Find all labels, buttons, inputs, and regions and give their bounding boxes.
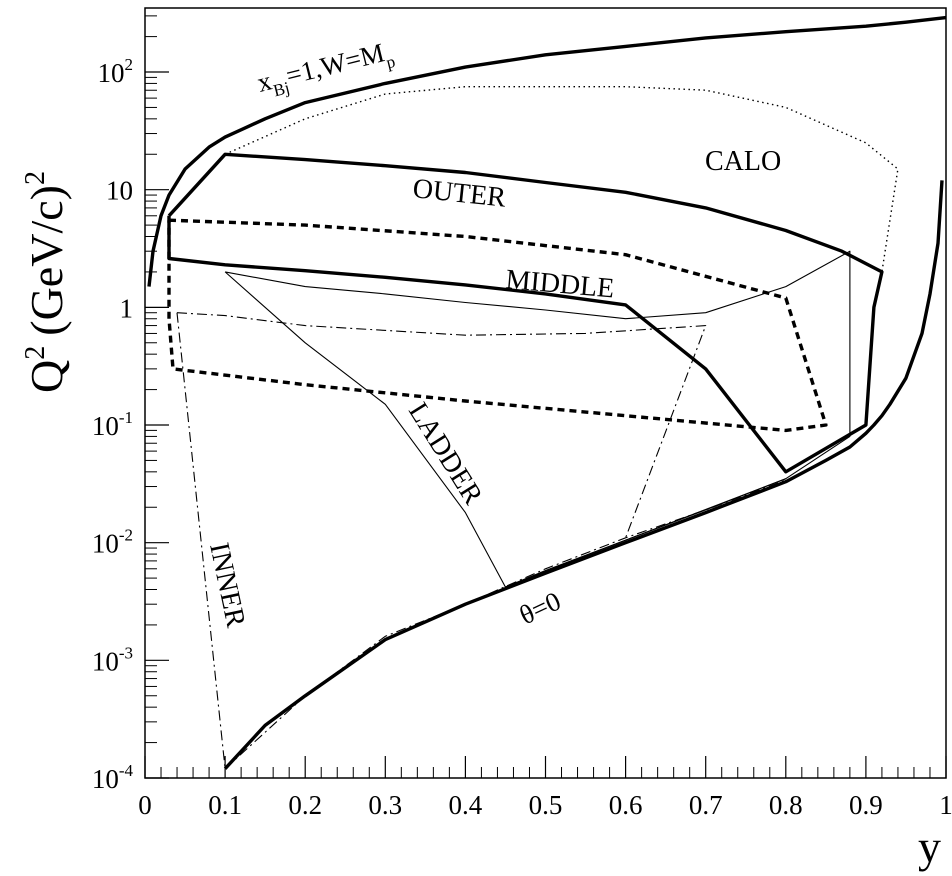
- middle-label: MIDDLE: [504, 264, 615, 304]
- x-tick-label: 0.1: [208, 790, 242, 820]
- y-tick-label: 1: [120, 293, 134, 323]
- x-axis-label: y: [918, 821, 941, 872]
- y-axis-label-sup1: 2: [20, 346, 51, 360]
- ladder-label: LADDER: [402, 397, 489, 510]
- y-tick-label: 10-4: [92, 761, 134, 794]
- y-axis-label-unit: (GeV/c): [21, 185, 72, 336]
- series-middle: [167, 218, 828, 433]
- plot-frame: [144, 7, 947, 779]
- series-curve-1: [223, 180, 944, 770]
- x-tick-label: 0.5: [529, 790, 563, 820]
- y-axis-label-sup2: 2: [20, 171, 51, 185]
- tick-labels: 0 0.1 0.2 0.3 0.4 0.5 0.6 0.7 0.8 0.9 1 10-4 10-3 10-…: [92, 55, 952, 820]
- y-tick-label: 10-1: [92, 408, 133, 441]
- series-curve-0: [147, 15, 947, 287]
- kinematic-limit-label: xBj=1,W=Mp: [254, 35, 397, 103]
- series-group: [147, 15, 947, 770]
- series-curve-9: [176, 312, 226, 769]
- series-calo: [224, 85, 899, 273]
- x-tick-label: 0.2: [288, 790, 322, 820]
- y-tick-label: 10-3: [92, 643, 133, 676]
- series-ladder: [224, 250, 851, 588]
- theta-label: θ=0: [515, 586, 565, 631]
- x-tick-label: 0.9: [849, 790, 883, 820]
- outer-label: OUTER: [411, 173, 507, 214]
- y-tick-label: 10-2: [92, 526, 133, 559]
- series-inner: [176, 312, 707, 538]
- inner-label: INNER: [203, 540, 251, 630]
- x-tick-label: 0.3: [368, 790, 402, 820]
- x-tick-label: 1: [939, 790, 952, 820]
- axis-ticks: [144, 15, 947, 779]
- y-tick-label: 10: [106, 176, 133, 206]
- x-tick-label: 0.7: [689, 790, 723, 820]
- x-tick-label: 0.4: [449, 790, 483, 820]
- series-curve-2: [224, 479, 786, 770]
- x-tick-label: 0.6: [609, 790, 643, 820]
- calo-label: CALO: [705, 146, 781, 177]
- x-tick-label: 0: [138, 790, 152, 820]
- x-tick-label: 0.8: [769, 790, 803, 820]
- series-outer: [167, 152, 884, 474]
- y-axis-label: Q2(GeV/c)2: [20, 171, 72, 393]
- y-tick-label: 102: [98, 55, 134, 88]
- y-axis-label-base: Q: [21, 360, 72, 393]
